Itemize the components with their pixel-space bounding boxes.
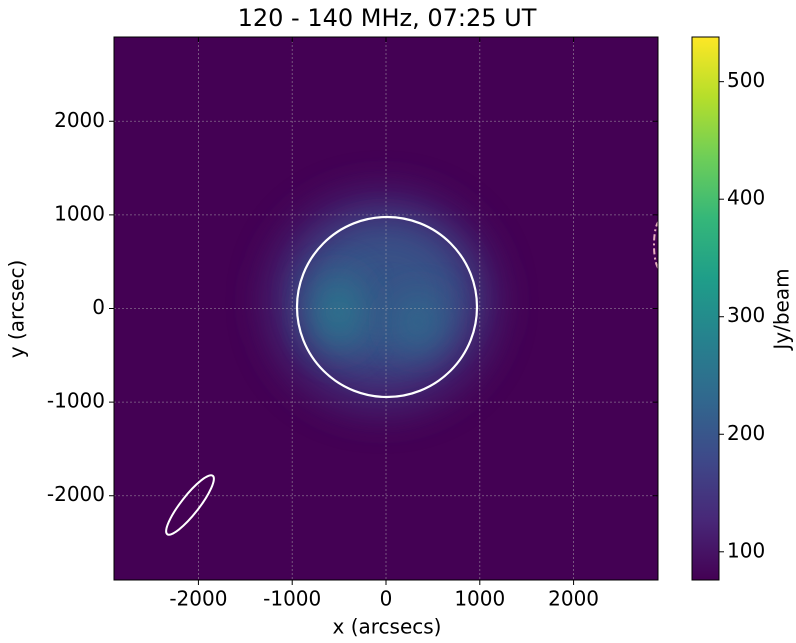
colorbar-tick-label: 100 — [727, 538, 765, 562]
grid — [114, 37, 658, 580]
emission-peak — [392, 292, 444, 352]
colorbar — [691, 36, 720, 581]
chart-title: 120 - 140 MHz, 07:25 UT — [238, 4, 537, 32]
x-tick-label: 0 — [380, 587, 393, 611]
colorbar-tick-label: 500 — [727, 68, 765, 92]
x-tick-label: 1000 — [454, 587, 505, 611]
x-tick-label: -1000 — [263, 587, 321, 611]
y-tick-label: 1000 — [54, 201, 105, 225]
y-tick-label: 0 — [92, 295, 105, 319]
emission-peak — [310, 274, 366, 350]
y-axis-label: y (arcsec) — [5, 260, 29, 359]
y-tick-label: -2000 — [47, 482, 105, 506]
colorbar-tick-label: 400 — [727, 186, 765, 210]
colorbar-tick-label: 300 — [727, 303, 765, 327]
solar-disk — [295, 215, 479, 399]
marker — [653, 220, 658, 270]
colorbar-label: Jy/beam — [770, 268, 794, 351]
x-axis-label: x (arcsecs) — [333, 615, 442, 639]
colorbar-tick-label: 200 — [727, 421, 765, 445]
y-tick-label: 2000 — [54, 108, 105, 132]
x-tick-label: 2000 — [548, 587, 599, 611]
y-tick-label: -1000 — [47, 389, 105, 413]
x-tick-label: -2000 — [169, 587, 227, 611]
beam — [165, 474, 215, 536]
